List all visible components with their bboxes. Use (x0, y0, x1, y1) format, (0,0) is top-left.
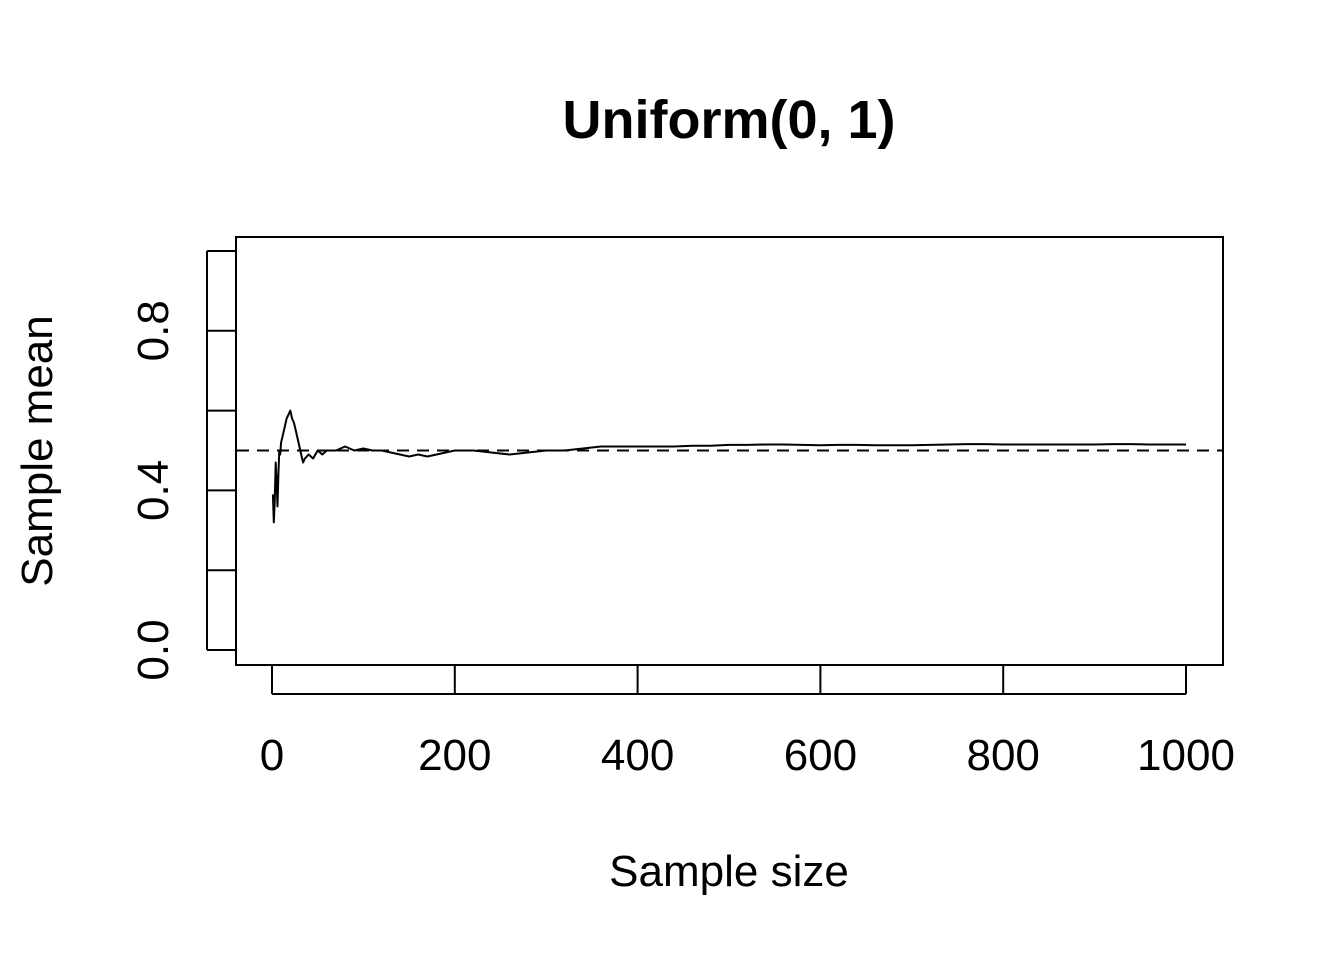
y-axis-label: Sample mean (13, 315, 62, 586)
x-tick-label: 800 (966, 731, 1039, 780)
x-axis: 0 200 400 600 800 1000 (260, 665, 1235, 780)
x-tick-label: 1000 (1137, 731, 1235, 780)
y-tick-label: 0.4 (129, 460, 178, 521)
y-axis: 0.0 0.4 0.8 (129, 250, 236, 681)
y-tick-label: 0.8 (129, 300, 178, 361)
plot-frame (235, 236, 1224, 666)
y-tick-label: 0.0 (129, 619, 178, 680)
x-tick-label: 0 (260, 731, 284, 780)
x-tick-label: 200 (418, 731, 491, 780)
x-axis-label: Sample size (609, 847, 849, 896)
series-line (271, 409, 1186, 524)
x-tick-label: 600 (784, 731, 857, 780)
chart-title: Uniform(0, 1) (562, 90, 895, 150)
x-tick-label: 400 (601, 731, 674, 780)
